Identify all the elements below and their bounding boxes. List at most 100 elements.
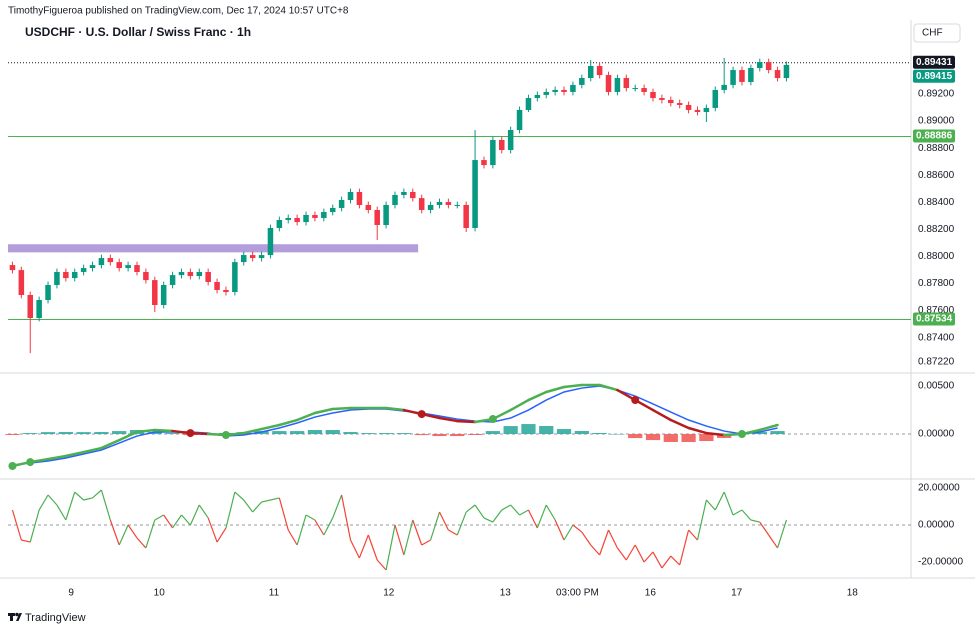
oscillator-segment [394, 524, 405, 556]
oscillator-segment [705, 499, 716, 511]
macd-segment [313, 407, 334, 415]
oscillator-segment [234, 491, 245, 501]
candle-body [418, 198, 425, 210]
candle-body [730, 70, 736, 85]
candle-body [152, 280, 158, 306]
histogram-bar [503, 426, 518, 435]
oscillator-segment [750, 519, 760, 523]
cross-dot [631, 396, 640, 405]
histogram-bar [539, 425, 554, 435]
candle-body [36, 299, 42, 318]
candle-body [249, 255, 256, 259]
oscillator-segment [270, 497, 280, 501]
y-tick-label: 0.87220 [918, 357, 955, 368]
oscillator-segment [349, 539, 360, 559]
candle-body [641, 88, 647, 92]
histogram-bar [343, 432, 358, 435]
histogram-bar [645, 434, 661, 441]
oscillator-segment [189, 504, 200, 526]
histogram-bar [432, 434, 447, 437]
macd-segment [705, 431, 726, 437]
candle-body [605, 75, 612, 92]
candle-body [98, 258, 105, 266]
oscillator-segment [385, 524, 396, 571]
price-pane [8, 57, 911, 354]
oscillator-segment [376, 559, 387, 571]
oscillator-segment [38, 494, 49, 511]
histogram-bar [361, 433, 376, 435]
candle-body [614, 78, 621, 92]
macd-segment [100, 438, 121, 450]
x-tick-label: 11 [269, 588, 280, 599]
oscillator-segment [216, 527, 227, 543]
candle-body [205, 271, 211, 282]
candle-body [774, 70, 781, 79]
chart-title: USDCHF · U.S. Dollar / Swiss Franc · 1h [25, 25, 251, 39]
currency: CHF [922, 28, 943, 39]
oscillator-segment [207, 517, 218, 543]
candle-body [160, 284, 167, 306]
price-tag [913, 312, 955, 326]
histogram-bar [378, 433, 394, 435]
macd-segment [598, 383, 619, 392]
oscillator-segment [599, 529, 610, 556]
histogram-bar [165, 433, 180, 435]
oscillator-segment [448, 529, 458, 536]
oscillator-segment [172, 514, 182, 529]
oscillator-segment [741, 509, 752, 521]
y-tick-label: 0.89000 [918, 116, 955, 127]
oscillator-segment [438, 511, 449, 531]
macd-segment [438, 416, 459, 423]
candle-body [499, 140, 505, 151]
oscillator-segment [572, 524, 583, 533]
histogram-bar [414, 434, 429, 436]
macd-segment [509, 398, 530, 412]
candle-body [632, 88, 638, 90]
oscillator-segment [83, 497, 93, 501]
candle-body [187, 271, 194, 277]
candle-body [712, 89, 719, 108]
cross-dot [26, 458, 35, 467]
candle-body [258, 255, 265, 259]
x-tick-label: 18 [847, 588, 859, 599]
cross-dot [221, 430, 230, 439]
candle-body [401, 191, 407, 195]
y-tick-label: 0.00000 [918, 520, 955, 531]
x-tick-label: 10 [154, 588, 166, 599]
histogram-bar [699, 434, 714, 442]
oscillator-segment [127, 524, 138, 539]
candle-body [454, 204, 461, 206]
macd-segment [260, 423, 281, 431]
oscillator-segment [278, 497, 289, 531]
macd-segment [46, 454, 68, 461]
candle-body [134, 265, 140, 272]
macd-segment [562, 383, 584, 389]
oscillator-segment [100, 489, 111, 521]
oscillator-segment [65, 491, 76, 521]
macd-segment [295, 411, 317, 422]
x-tick-label: 13 [500, 588, 512, 599]
oscillator-segment [581, 531, 592, 546]
candle-body [285, 217, 291, 221]
oscillator-segment [21, 539, 31, 543]
y-tick-label: 0.88400 [918, 197, 955, 208]
y-tick-label: 0.88000 [918, 251, 955, 262]
candle-body [472, 160, 478, 228]
candle-body [321, 212, 327, 218]
currency-box[interactable] [913, 23, 961, 43]
oscillator-segment [456, 511, 467, 536]
candle-body [650, 91, 656, 99]
x-tick-label: 9 [68, 588, 74, 599]
oscillator-segment [465, 504, 476, 513]
oscillator-segment [670, 555, 681, 566]
price-tag-label: 0.87534 [916, 314, 953, 325]
candle-body [294, 217, 300, 223]
oscillator-segment [136, 537, 147, 549]
oscillator-segment [759, 521, 770, 536]
candle-body [579, 78, 585, 85]
oscillator-segment [652, 551, 663, 569]
x-tick-label: 17 [731, 588, 743, 599]
oscillator-segment [714, 491, 725, 511]
macd-segment [135, 428, 157, 434]
